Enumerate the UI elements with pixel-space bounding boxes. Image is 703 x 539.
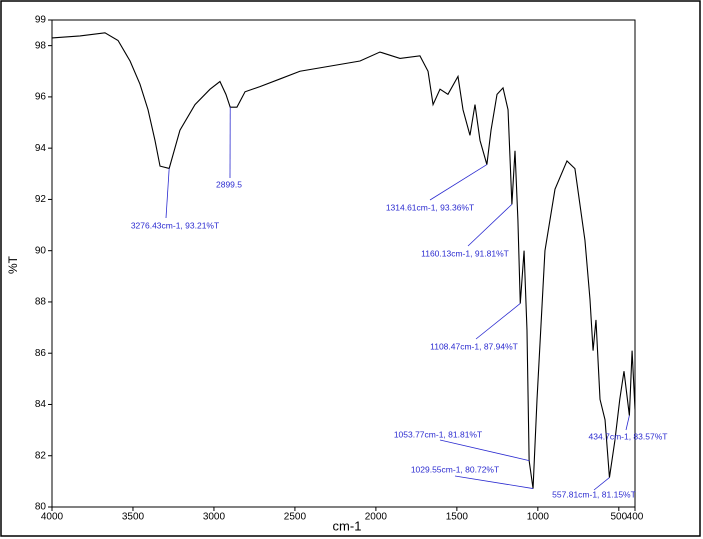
- x-tick-label: 1000: [527, 512, 550, 523]
- annotation-label: 557.81cm-1, 81.15%T: [552, 489, 636, 499]
- annotation-leader: [467, 204, 513, 247]
- plot-area: [51, 19, 636, 508]
- x-tick-label: 4000: [41, 512, 64, 523]
- annotation-label: 1314.61cm-1, 93.36%T: [386, 202, 474, 212]
- x-axis-label: cm-1: [333, 518, 362, 533]
- x-tick-label: 2500: [284, 512, 307, 523]
- annotation-leader: [625, 415, 630, 431]
- annotation-label: 434.7cm-1, 83.57%T: [589, 431, 668, 441]
- annotation-label: 2899.5: [216, 179, 242, 189]
- x-tick-label: 3000: [203, 512, 226, 523]
- x-tick-label: 500: [610, 512, 627, 523]
- y-axis-label: %T: [6, 255, 20, 274]
- annotation-leader: [454, 475, 534, 489]
- y-tick-label: 92: [35, 194, 47, 205]
- y-tick-label: 90: [35, 245, 47, 256]
- y-tick-label: 80: [35, 502, 47, 513]
- y-tick-label: 88: [35, 297, 47, 308]
- y-tick-label: 94: [35, 143, 47, 154]
- y-tick-label: 96: [35, 92, 47, 103]
- annotation-leader: [475, 303, 521, 340]
- x-tick-label: 2000: [365, 512, 388, 523]
- annotation-leader: [165, 168, 170, 219]
- annotation-label: 1160.13cm-1, 91.81%T: [421, 248, 509, 258]
- y-tick-label: 99: [35, 15, 47, 26]
- y-tick-label: 84: [35, 399, 47, 410]
- x-tick-label: 400: [627, 512, 644, 523]
- annotation-label: 1053.77cm-1, 81.81%T: [394, 429, 482, 439]
- x-tick-label: 1500: [446, 512, 469, 523]
- annotation-leader: [429, 164, 488, 201]
- annotation-leader: [593, 477, 610, 491]
- y-tick-label: 86: [35, 348, 47, 359]
- annotation-leader: [439, 439, 530, 461]
- spectrum-line: [51, 32, 636, 489]
- annotation-label: 3276.43cm-1, 93.21%T: [131, 220, 219, 230]
- y-tick-label: 98: [35, 40, 47, 51]
- annotation-label: 1029.55cm-1, 80.72%T: [411, 464, 499, 474]
- y-tick-label: 82: [35, 450, 47, 461]
- annotation-label: 1108.47cm-1, 87.94%T: [430, 341, 518, 351]
- x-tick-label: 3500: [122, 512, 145, 523]
